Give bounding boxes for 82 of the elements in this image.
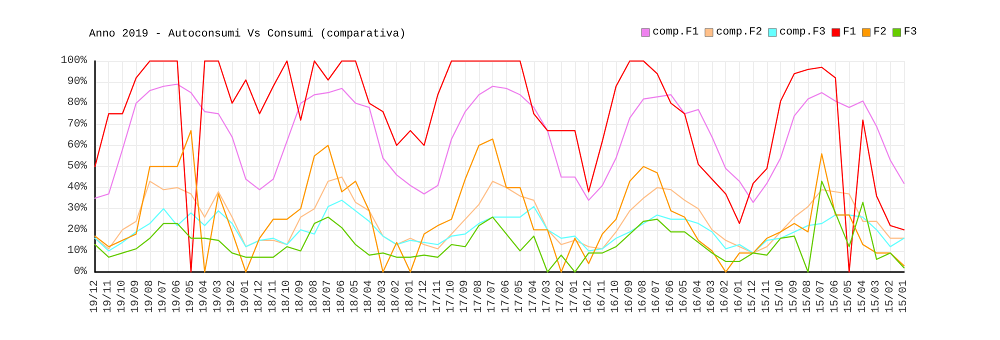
y-tick-label: 30%: [67, 202, 88, 215]
x-tick-label: 18/02: [390, 280, 403, 314]
x-tick-label: 17/05: [514, 280, 526, 314]
legend-label: comp.F3: [779, 26, 826, 38]
line-series: [94, 176, 905, 254]
legend-label: F1: [842, 26, 856, 38]
x-tick-label: 15/10: [774, 280, 787, 314]
legend-label: F3: [904, 26, 917, 38]
x-tick-label: 16/06: [664, 280, 677, 314]
chart-title: Anno 2019 - Autoconsumi Vs Consumi (comparativa): [89, 28, 406, 40]
x-tick-label: 19/04: [198, 280, 211, 314]
x-tick-label: 17/11: [432, 280, 444, 314]
x-tick-label: 17/04: [528, 280, 540, 314]
x-tick-label: 18/08: [308, 280, 320, 314]
line-series: [94, 60, 905, 273]
x-tick-label: 15/03: [870, 280, 883, 314]
x-tick-label: 18/01: [404, 280, 416, 314]
y-tick-label: 20%: [67, 224, 88, 236]
x-tick-label: 19/10: [116, 280, 128, 314]
x-tick-label: 15/12: [747, 280, 760, 314]
x-tick-label: 17/02: [555, 280, 568, 314]
x-tick-label: 17/03: [541, 280, 554, 314]
x-tick-label: 17/10: [446, 280, 458, 314]
legend-label: F2: [873, 26, 887, 38]
x-tick-label: 17/12: [418, 280, 430, 314]
x-tick-label: 16/11: [596, 280, 608, 314]
x-tick-label: 15/06: [829, 280, 842, 314]
x-tick-label: 16/12: [582, 280, 595, 314]
y-tick-label: 100%: [60, 55, 88, 67]
x-tick-label: 18/04: [363, 280, 376, 314]
x-tick-label: 17/06: [500, 280, 512, 314]
y-tick-label: 70%: [67, 118, 88, 130]
legend-label: comp.F2: [716, 26, 762, 38]
x-tick-label: 16/08: [637, 280, 650, 314]
x-tick-label: 18/09: [294, 280, 307, 314]
x-tick-label: 16/07: [651, 280, 664, 314]
x-tick-label: 19/09: [130, 280, 142, 314]
x-tick-label: 16/05: [678, 280, 691, 314]
x-tick-label: 16/04: [692, 280, 704, 314]
y-tick-label: 80%: [67, 97, 88, 110]
y-tick-label: 40%: [67, 182, 88, 194]
x-tick-label: 19/07: [158, 280, 170, 314]
x-tick-label: 16/03: [706, 280, 718, 314]
x-tick-label: 16/10: [610, 280, 622, 314]
x-tick-label: 17/09: [459, 280, 472, 314]
line-series: [94, 84, 905, 203]
x-tick-label: 17/01: [568, 280, 581, 314]
y-tick-label: 60%: [67, 139, 88, 152]
y-tick-label: 50%: [67, 160, 88, 172]
x-tick-label: 19/01: [240, 280, 252, 314]
x-tick-label: 15/01: [898, 280, 910, 314]
x-tick-label: 19/06: [171, 280, 184, 314]
x-tick-label: 18/05: [350, 280, 362, 314]
x-tick-label: 18/07: [322, 280, 334, 314]
y-tick-label: 90%: [67, 76, 88, 88]
x-tick-label: 19/12: [89, 280, 101, 314]
x-tick-label: 17/08: [472, 280, 485, 314]
x-tick-label: 15/05: [843, 280, 856, 314]
x-tick-label: 15/09: [788, 280, 800, 314]
x-tick-label: 16/01: [733, 280, 746, 314]
x-tick-label: 15/07: [816, 280, 828, 314]
x-tick-label: 19/11: [102, 280, 115, 314]
x-tick-label: 15/08: [802, 280, 814, 314]
x-tick-label: 16/02: [720, 280, 732, 314]
x-tick-label: 17/07: [486, 280, 499, 314]
x-tick-label: 19/03: [212, 280, 224, 314]
x-tick-label: 18/06: [336, 280, 348, 314]
y-tick-label: 0%: [74, 266, 88, 278]
x-tick-label: 15/02: [884, 280, 896, 314]
x-tick-label: 19/08: [144, 280, 156, 314]
line-series: [94, 200, 905, 254]
x-tick-label: 18/11: [267, 280, 280, 314]
x-tick-label: 15/04: [856, 280, 869, 314]
x-tick-label: 18/03: [376, 280, 389, 314]
x-tick-label: 19/05: [184, 280, 197, 314]
x-tick-label: 16/09: [624, 280, 636, 314]
x-tick-label: 18/10: [280, 280, 293, 314]
y-tick-label: 10%: [67, 244, 88, 257]
x-tick-label: 15/11: [760, 280, 773, 314]
x-tick-label: 18/12: [254, 280, 266, 314]
x-tick-label: 19/02: [226, 280, 238, 314]
legend-label: comp.F1: [652, 26, 700, 38]
